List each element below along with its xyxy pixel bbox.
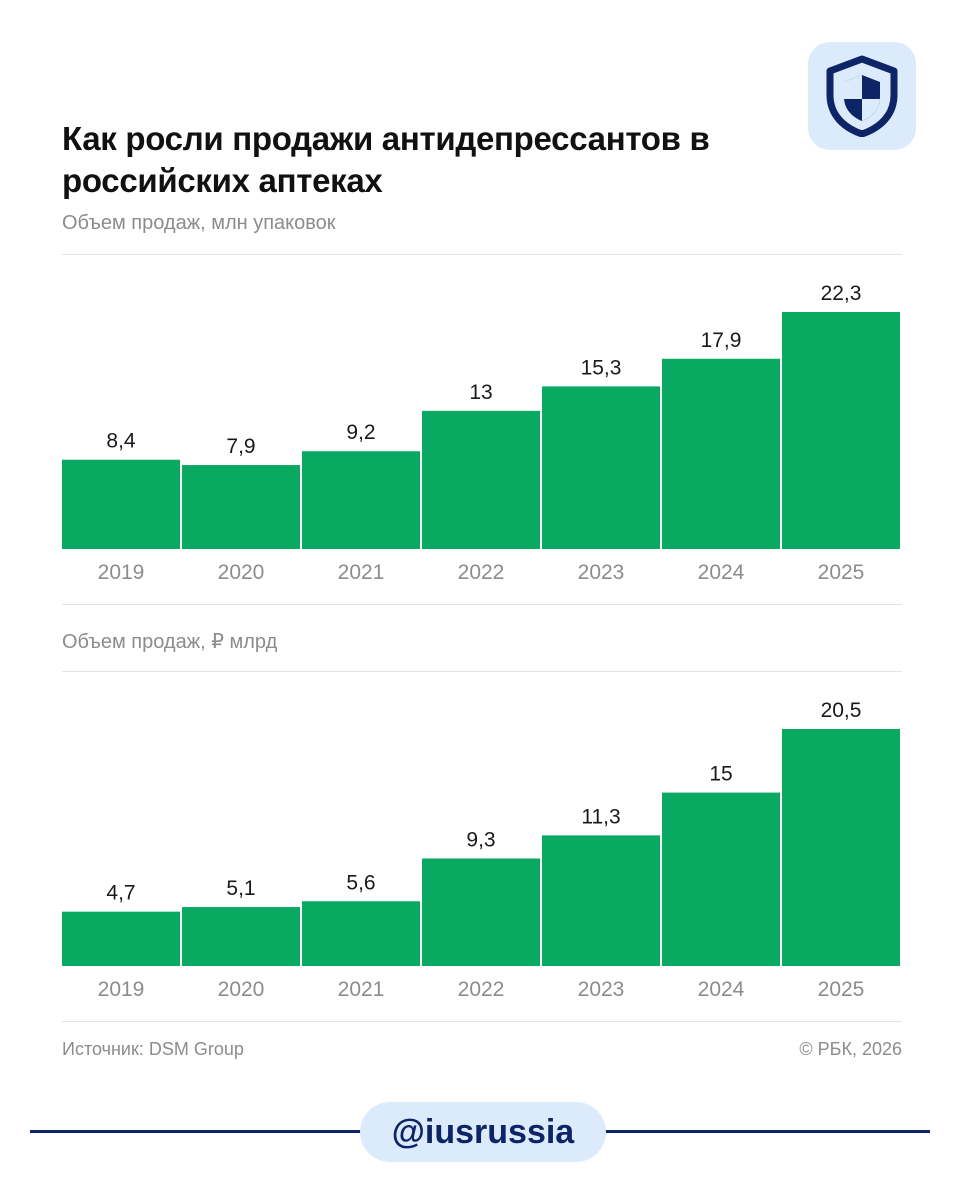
chart-2-subtitle: Объем продаж, ₽ млрд (62, 631, 278, 653)
data-label: 15 (709, 763, 732, 786)
x-tick-label: 2019 (98, 978, 145, 1001)
x-tick-label: 2019 (98, 561, 145, 584)
data-label: 4,7 (106, 882, 135, 905)
x-tick-label: 2024 (698, 978, 745, 1001)
data-label: 9,3 (466, 828, 495, 851)
data-label: 5,1 (226, 877, 255, 900)
bar-2022 (422, 410, 540, 549)
x-tick-label: 2024 (698, 561, 745, 584)
x-tick-label: 2022 (458, 561, 505, 584)
x-tick-label: 2025 (818, 978, 865, 1001)
divider (62, 671, 902, 672)
bar-2021 (302, 451, 420, 549)
data-label: 13 (469, 381, 492, 404)
bar-2019 (62, 911, 180, 966)
data-label: 22,3 (821, 282, 862, 305)
x-tick-label: 2022 (458, 978, 505, 1001)
bar-2023 (542, 835, 660, 966)
bar-2023 (542, 386, 660, 549)
x-tick-label: 2021 (338, 561, 385, 584)
x-tick-label: 2020 (218, 978, 265, 1001)
bar-2024 (662, 792, 780, 966)
data-label: 9,2 (346, 421, 375, 444)
bar-2020 (182, 907, 300, 966)
chart-1: 8,4 2019 7,9 2020 9,2 2021 13 2022 15,3 2023 17,9 2… (62, 282, 900, 584)
divider (62, 1021, 902, 1022)
x-tick-label: 2021 (338, 978, 385, 1001)
bar-2024 (662, 358, 780, 549)
x-tick-label: 2023 (578, 561, 625, 584)
account-handle[interactable]: @iusrussia (360, 1102, 606, 1162)
logo-badge (808, 42, 916, 150)
divider (62, 604, 902, 605)
bar-2020 (182, 465, 300, 549)
data-label: 11,3 (581, 805, 620, 828)
x-tick-label: 2023 (578, 978, 625, 1001)
bar-2021 (302, 901, 420, 966)
divider (62, 254, 902, 255)
chart-1-subtitle: Объем продаж, млн упаковок (62, 212, 336, 234)
data-label: 17,9 (701, 329, 742, 352)
data-label: 15,3 (581, 356, 622, 379)
data-label: 5,6 (346, 871, 375, 894)
shield-icon (826, 55, 898, 137)
x-tick-label: 2025 (818, 561, 865, 584)
source-note: Источник: DSM Group (62, 1039, 244, 1059)
data-label: 8,4 (106, 430, 136, 453)
copyright-note: © РБК, 2026 (799, 1039, 902, 1059)
chart-2: 4,7 2019 5,1 2020 5,6 2021 9,3 2022 11,3 2023 15 20… (62, 699, 900, 1001)
data-label: 20,5 (821, 699, 862, 722)
data-label: 7,9 (226, 435, 255, 458)
x-tick-label: 2020 (218, 561, 265, 584)
page-title: Как росли продажи антидепрессантов в рос… (62, 120, 710, 199)
bar-2025 (782, 729, 900, 966)
handle-line-left (30, 1130, 370, 1133)
bar-2022 (422, 858, 540, 966)
bar-2025 (782, 312, 900, 549)
handle-line-right (600, 1130, 930, 1133)
bar-2019 (62, 459, 180, 549)
